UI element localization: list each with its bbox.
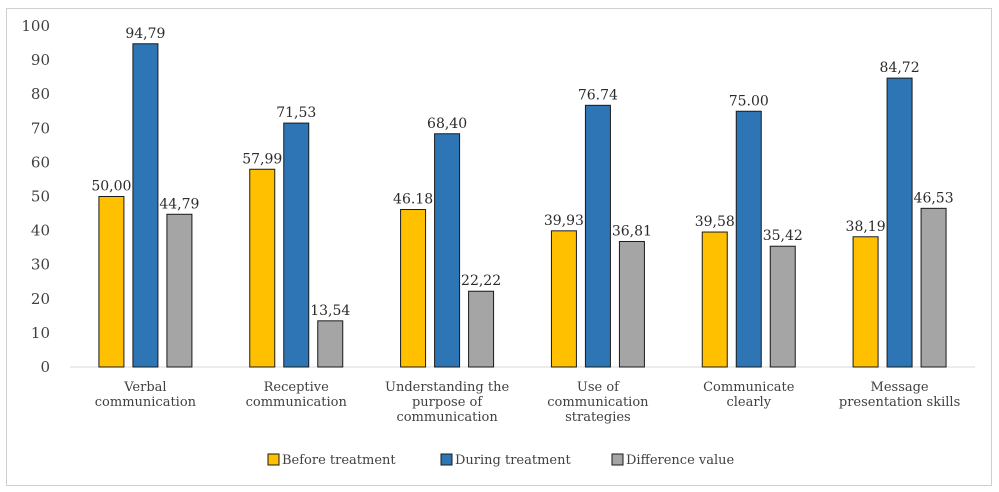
y-tick-label: 50	[31, 188, 50, 206]
bar	[98, 196, 125, 368]
y-tick-label: 30	[31, 256, 50, 274]
data-label: 13,54	[310, 303, 350, 319]
data-label: 50,00	[91, 179, 131, 195]
category-label: Verbal communication	[95, 380, 197, 410]
bar	[550, 230, 577, 368]
y-tick-label: 100	[21, 17, 50, 35]
legend-label: During treatment	[455, 453, 571, 468]
y-tick-label: 70	[31, 119, 50, 137]
data-label: 46.18	[393, 192, 433, 208]
legend-swatch	[611, 453, 624, 466]
y-tick-label: 40	[31, 222, 50, 240]
bar	[852, 236, 879, 368]
legend-label: Difference value	[626, 453, 735, 468]
bar	[769, 245, 796, 368]
bar	[434, 133, 461, 368]
data-label: 39,58	[695, 214, 735, 230]
bar	[317, 320, 344, 368]
data-label: 38,19	[846, 219, 886, 235]
bar	[735, 110, 762, 368]
bar	[701, 231, 728, 368]
category-label: Message presentation skills	[839, 380, 960, 410]
data-label: 84,72	[880, 60, 920, 76]
legend-swatch	[267, 453, 280, 466]
data-label: 46,53	[914, 190, 954, 206]
legend-swatch	[440, 453, 453, 466]
category-label: Receptive communication	[246, 380, 348, 410]
category-label: Communicate clearly	[703, 380, 795, 410]
bar	[132, 43, 159, 368]
y-tick-label: 20	[31, 290, 50, 308]
y-tick-label: 10	[31, 324, 50, 342]
bar	[920, 207, 947, 368]
y-tick-label: 80	[31, 85, 50, 103]
y-tick-label: 60	[31, 153, 50, 171]
category-label: Use of communication strategies	[547, 380, 649, 425]
data-label: 75.00	[729, 93, 769, 109]
bar	[400, 209, 427, 368]
category-label: Understanding the purpose of communication	[385, 380, 509, 425]
data-label: 57,99	[242, 151, 282, 167]
bar	[166, 213, 193, 368]
data-label: 76.74	[578, 87, 618, 103]
data-label: 36,81	[612, 223, 652, 239]
data-label: 68,40	[427, 116, 467, 132]
bar	[283, 122, 310, 368]
data-label: 71,53	[276, 105, 316, 121]
data-label: 44,79	[159, 196, 199, 212]
y-tick-label: 90	[31, 51, 50, 69]
bar	[249, 168, 276, 368]
data-label: 22,22	[461, 273, 501, 289]
bar	[886, 77, 913, 368]
bar	[468, 290, 495, 368]
data-label: 94,79	[125, 26, 165, 42]
bar	[618, 240, 645, 368]
data-label: 35,42	[763, 228, 803, 244]
data-label: 39,93	[544, 213, 584, 229]
bar	[584, 104, 611, 368]
y-tick-label: 0	[40, 358, 50, 376]
legend-label: Before treatment	[282, 453, 396, 468]
